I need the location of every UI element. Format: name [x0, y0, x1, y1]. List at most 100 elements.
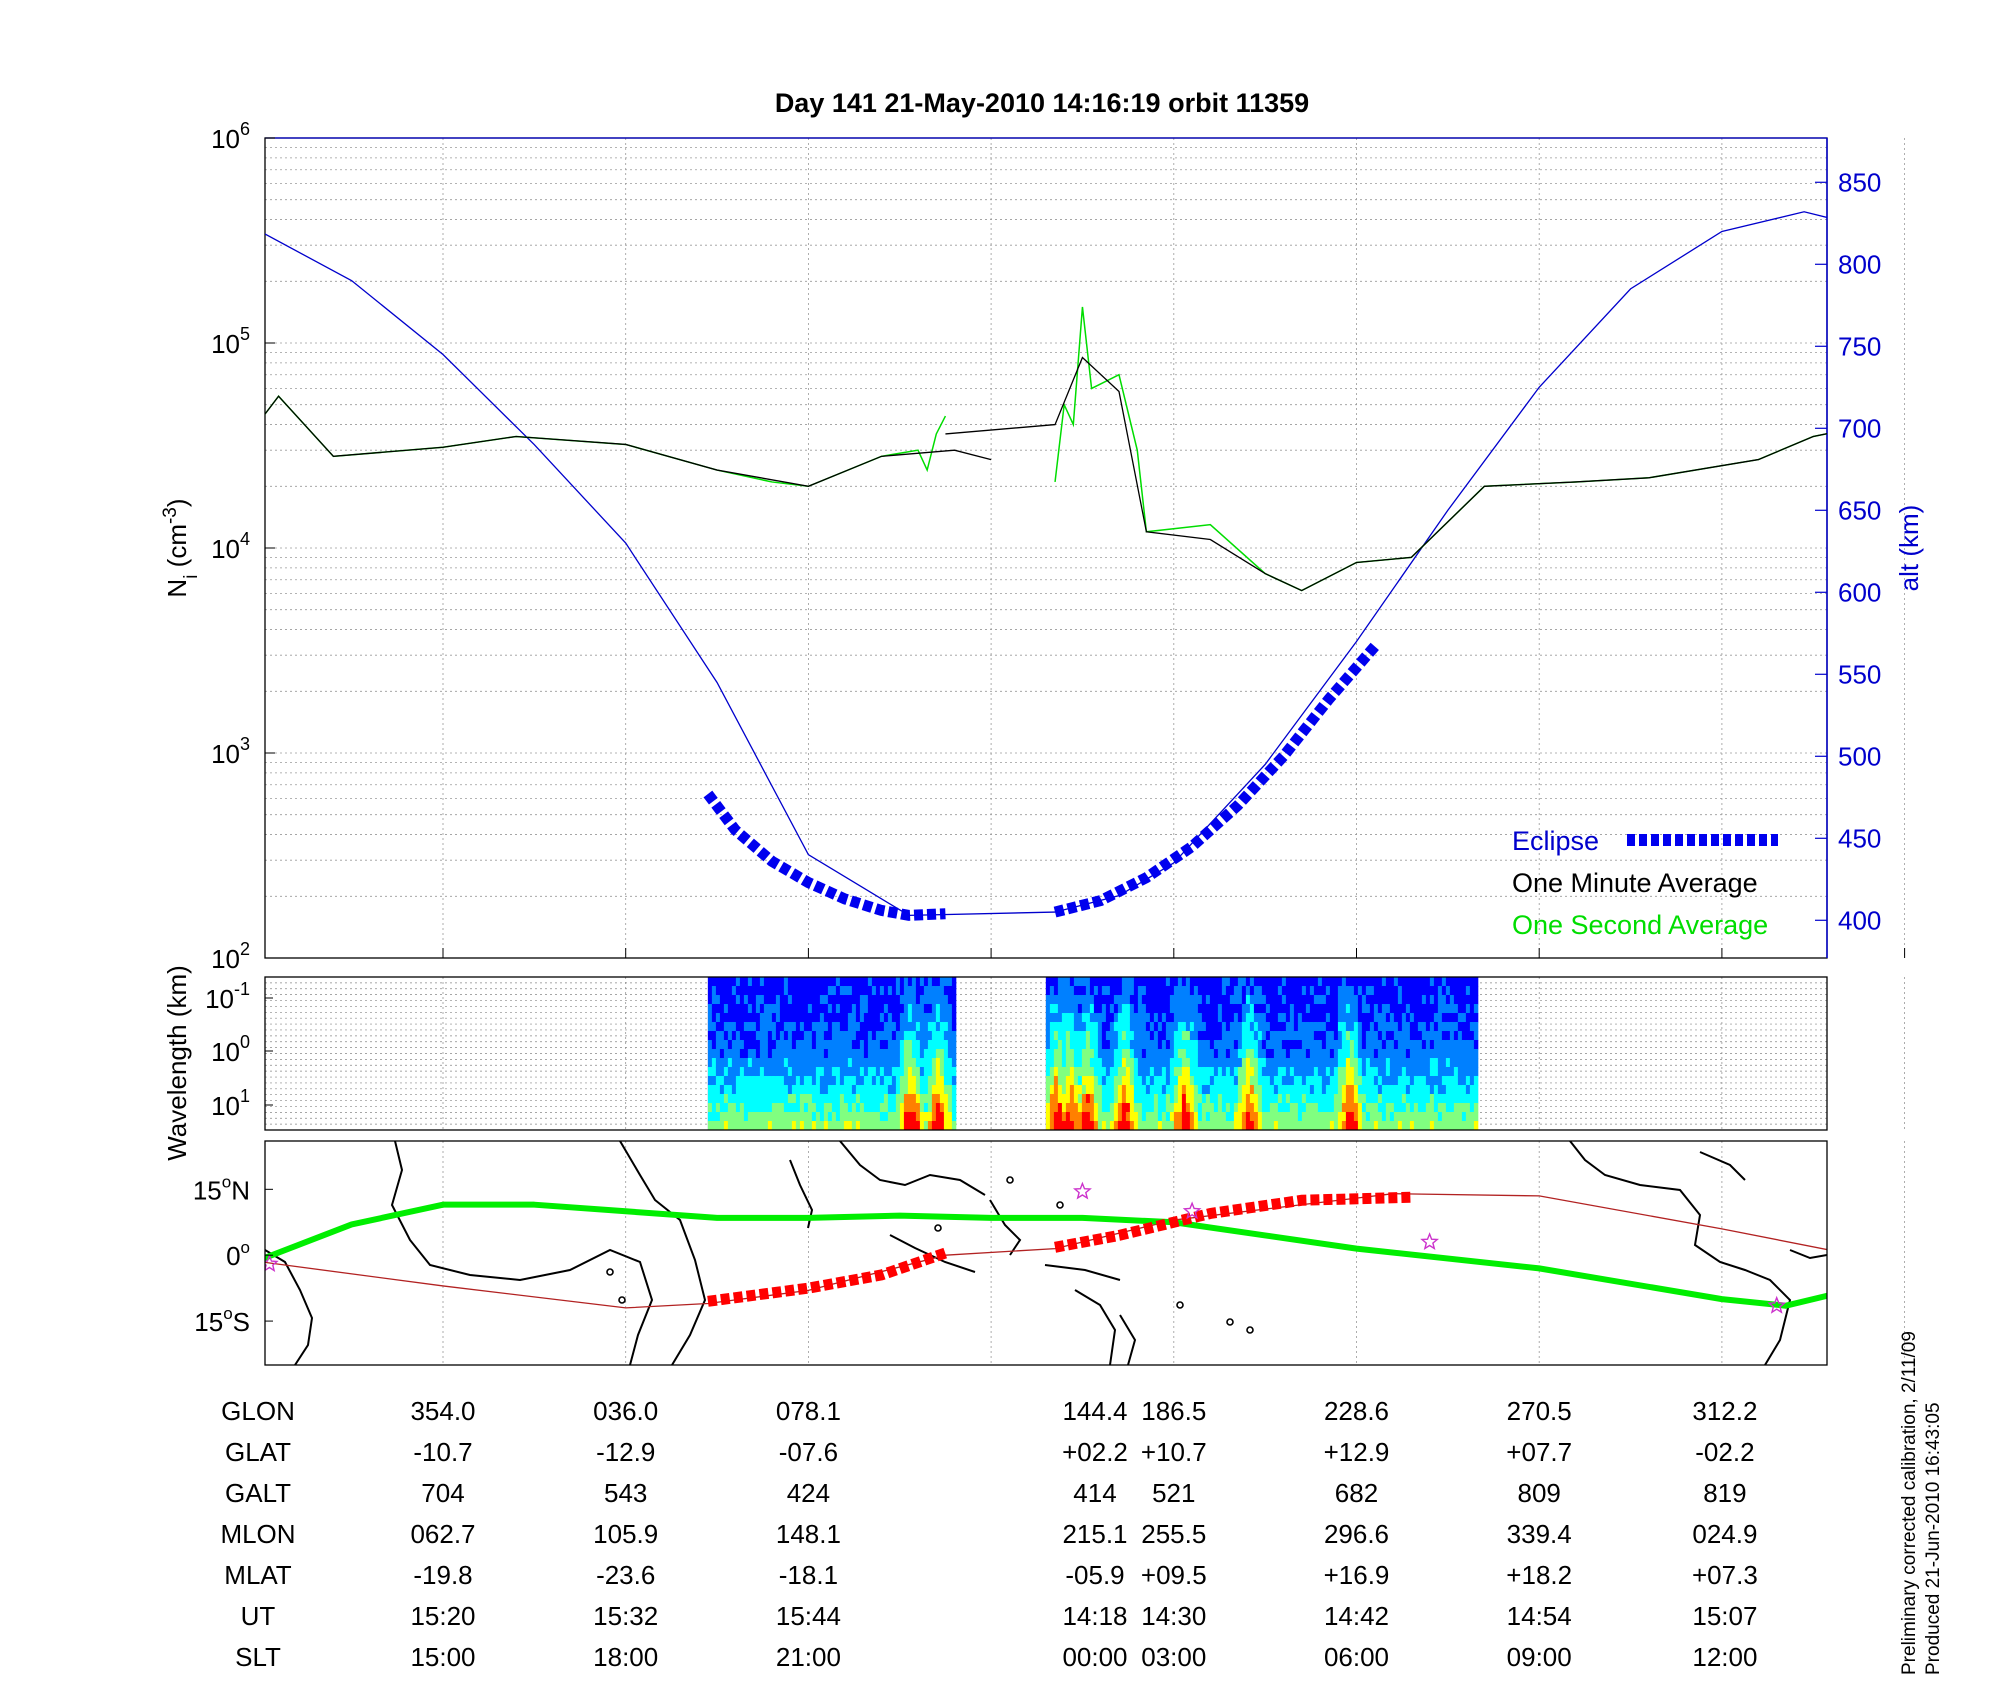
spectrogram-cell [1397, 977, 1403, 987]
spectrogram-cell [1129, 1022, 1135, 1032]
spectrogram-cell [931, 1103, 937, 1113]
spectrogram-cell [775, 977, 781, 987]
spectrogram-cell [1317, 1121, 1323, 1130]
spectrogram-cell [1237, 1013, 1243, 1023]
spectrogram-cell [1161, 1013, 1167, 1023]
spectrogram-cell [1313, 1049, 1319, 1059]
spectrogram-cell [1177, 1013, 1183, 1023]
spectrogram-cell [1189, 1076, 1195, 1086]
spectrogram-cell [1229, 1103, 1235, 1113]
spectrogram-cell [1301, 1112, 1307, 1122]
spectrogram-cell [1185, 1067, 1191, 1077]
spectrogram-cell [1137, 1040, 1143, 1050]
spectrogram-cell [1133, 1004, 1139, 1014]
spectrogram-cell [947, 1094, 953, 1104]
spectrogram-cell [1121, 1094, 1127, 1104]
table-cell: +09.5 [1141, 1560, 1207, 1590]
spectrogram-cell [1049, 1121, 1055, 1130]
spectrogram-cell [935, 1112, 941, 1122]
spectrogram-cell [1197, 1085, 1203, 1095]
spectrogram-cell [1365, 995, 1371, 1005]
spectrogram-cell [1265, 1013, 1271, 1023]
spectrogram-cell [923, 1094, 929, 1104]
spectrogram-cell [1229, 1094, 1235, 1104]
spectrogram-cell [1225, 1112, 1231, 1122]
spectrogram-cell [1193, 1058, 1199, 1068]
spectrogram-cell [1445, 1022, 1451, 1032]
spectrogram-cell [1113, 977, 1119, 987]
spectrogram-cell [1437, 977, 1443, 987]
spectrogram-cell [1337, 1067, 1343, 1077]
spectrogram-cell [887, 1049, 893, 1059]
spectrogram-cell [871, 1004, 877, 1014]
spectrogram-cell [1097, 1067, 1103, 1077]
spectrogram-cell [751, 1103, 757, 1113]
spectrogram-cell [1473, 1004, 1479, 1014]
spectrogram-cell [847, 1112, 853, 1122]
spectrogram-cell [1181, 986, 1187, 996]
spectrogram-cell [935, 1121, 941, 1130]
spectrogram-cell [1253, 1058, 1259, 1068]
spectrogram-cell [1361, 1067, 1367, 1077]
spectrogram-cell [1417, 1094, 1423, 1104]
table-cell: 15:07 [1692, 1601, 1757, 1631]
spectrogram-cell [1229, 1049, 1235, 1059]
spectrogram-cell [823, 1004, 829, 1014]
spectrogram-cell [787, 1013, 793, 1023]
alt-tick-label: 750 [1838, 331, 1881, 361]
spectrogram-cell [871, 1067, 877, 1077]
spectrogram-cell [807, 977, 813, 987]
spectrogram-cell [1305, 1049, 1311, 1059]
spectrogram-cell [1449, 1085, 1455, 1095]
spectrogram-cell [1449, 1031, 1455, 1041]
spectrogram-cell [915, 1094, 921, 1104]
spectrogram-cell [1317, 1013, 1323, 1023]
spectrogram-cell [1253, 1013, 1259, 1023]
spectrogram-cell [1093, 1022, 1099, 1032]
spectrogram-cell [763, 1076, 769, 1086]
table-cell: -19.8 [413, 1560, 472, 1590]
spectrogram-cell [1321, 1103, 1327, 1113]
spectrogram-cell [731, 1076, 737, 1086]
spectrogram-cell [1265, 1085, 1271, 1095]
spectrogram-cell [895, 986, 901, 996]
spectrogram-cell [751, 1004, 757, 1014]
spectrogram-cell [1373, 1022, 1379, 1032]
spectrogram-cell [851, 977, 857, 987]
spectrogram-cell [1353, 1094, 1359, 1104]
spectrogram-cell [1361, 986, 1367, 996]
spectrogram-cell [1369, 1013, 1375, 1023]
spectrogram-cell [1341, 1004, 1347, 1014]
spectrogram-cell [779, 1094, 785, 1104]
spectrogram-cell [839, 1013, 845, 1023]
spectrogram-cell [863, 1094, 869, 1104]
spectrogram-cell [867, 1112, 873, 1122]
spectrogram-cell [1225, 1085, 1231, 1095]
spectrogram-cell [1245, 986, 1251, 996]
spectrogram-cell [811, 977, 817, 987]
spectrogram-cell [1229, 1022, 1235, 1032]
spectrogram-cell [1061, 1103, 1067, 1113]
spectrogram-cell [819, 977, 825, 987]
spectrogram-cell [1365, 986, 1371, 996]
spectrogram-cell [1273, 1094, 1279, 1104]
spectrogram-cell [1133, 1103, 1139, 1113]
one-minute-average-line [945, 356, 1827, 592]
spectrogram-cell [1173, 1076, 1179, 1086]
spectrogram-cell [803, 1040, 809, 1050]
spectrogram-cell [1245, 1121, 1251, 1130]
spectrogram-cell [1133, 995, 1139, 1005]
spectrogram-cell [915, 1067, 921, 1077]
spectrogram-cell [1121, 1040, 1127, 1050]
spectrogram-cell [1225, 1013, 1231, 1023]
spectrogram-cell [1345, 1067, 1351, 1077]
spectrogram-cell [1045, 1085, 1051, 1095]
spectrogram-cell [1221, 1040, 1227, 1050]
spectrogram-cell [1089, 1121, 1095, 1130]
spectrogram-cell [1321, 1022, 1327, 1032]
spectrogram-cell [1097, 995, 1103, 1005]
spectrogram-cell [1265, 1067, 1271, 1077]
spectrogram-cell [1425, 1121, 1431, 1130]
spectrogram-cell [1161, 1085, 1167, 1095]
spectrogram-cell [1181, 1085, 1187, 1095]
